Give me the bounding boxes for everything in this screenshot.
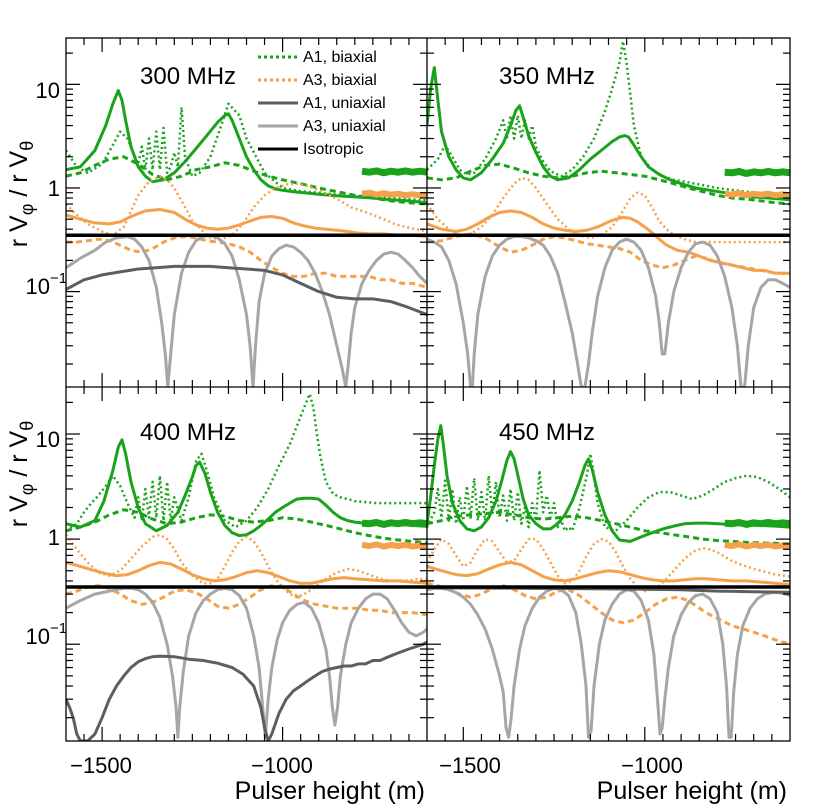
- y-tick-10-base: 10: [36, 78, 60, 103]
- series-a1-biaxial-dotted-p4: [427, 452, 790, 533]
- series-a3-biaxial-solid-p1: [66, 208, 427, 238]
- series-a1-biaxial-solid-p1: [66, 89, 427, 205]
- series-a3-biaxial-square-markers-p2: [724, 190, 790, 199]
- y-tick-label-top-0.1-exp: −1: [50, 270, 67, 287]
- y-tick-label-top-10: 10: [36, 78, 60, 103]
- y-tick-label-top-0.1: 10: [26, 274, 50, 299]
- series-a1-biaxial-dashed-p3: [66, 508, 427, 545]
- legend-entry-isotropic: Isotropic: [258, 141, 363, 158]
- series-a1-biaxial-stars-p1: [361, 167, 427, 177]
- x-tick-label-left--1000: −1000: [251, 753, 313, 778]
- legend-label-a1-biaxial: A1, biaxial: [303, 49, 377, 66]
- y-tick-label-bottom-0.1: 10: [26, 624, 50, 649]
- y-title-slash: / r V: [5, 150, 33, 203]
- series-a3-biaxial-square-markers-p3: [361, 541, 427, 550]
- series-a3-biaxial-dashed-p4: [427, 581, 790, 646]
- panel-400mhz-series: [66, 392, 427, 741]
- panel-450mhz: 450 MHz: [427, 419, 790, 739]
- panel-350mhz: 350 MHz: [427, 40, 790, 387]
- panel-350mhz-series: [427, 40, 790, 387]
- y-tick-0.1-base-b: 10: [26, 624, 50, 649]
- y-tick-1-base-b: 1: [48, 525, 60, 550]
- series-a3-biaxial-square-markers-p4: [724, 541, 790, 550]
- legend-entry-a1-uniaxial: A1, uniaxial: [258, 95, 386, 112]
- legend-entry-a1-biaxial: A1, biaxial: [258, 49, 377, 66]
- y-title-sub2: θ: [17, 141, 37, 151]
- legend-entry-a3-biaxial: A3, biaxial: [258, 72, 377, 89]
- y-tick-label-bottom-10: 10: [36, 427, 60, 452]
- panel-450mhz-label: 450 MHz: [499, 419, 595, 446]
- y-tick-1-base: 1: [48, 176, 60, 201]
- panel-300mhz-label: 300 MHz: [140, 63, 236, 90]
- series-a3-biaxial-dotted-p3: [66, 533, 427, 599]
- x-axis-title-right: Pulser height (m): [597, 777, 787, 805]
- x-tick-label-right--1500: −1500: [439, 753, 501, 778]
- y-tick-10-base-b: 10: [36, 427, 60, 452]
- y-tick-label-bottom-0.1-exp: −1: [50, 620, 67, 637]
- series-a3-biaxial-dashed-p3: [66, 584, 427, 617]
- y-tick-label-bottom-1: 1: [48, 525, 60, 550]
- y-tick-labels-top: 10 1 10 −1: [26, 78, 68, 299]
- x-tick-label-left--1500: −1500: [70, 753, 132, 778]
- series-a1-biaxial-solid-p3: [66, 438, 427, 538]
- y-title-sub1-b: φ: [17, 484, 37, 496]
- series-a3-biaxial-dashed-p1: [66, 235, 427, 289]
- y-tick-labels-bottom: 10 1 10 −1: [26, 427, 68, 649]
- series-a3-biaxial-dotted-p1: [66, 174, 427, 241]
- legend-label-a3-uniaxial: A3, uniaxial: [303, 118, 386, 135]
- y-axis-title-top: r Vφ / r Vθ: [5, 141, 37, 247]
- y-title-sub2-b: θ: [17, 421, 37, 431]
- series-a1-biaxial-dotted-p2: [427, 40, 790, 200]
- series-a3-uniaxial-p1: [66, 233, 427, 387]
- x-axis-title-left: Pulser height (m): [235, 777, 425, 805]
- panel-350mhz-label: 350 MHz: [499, 63, 595, 90]
- legend-label-isotropic: Isotropic: [303, 141, 363, 158]
- x-tick-label-right--1000: −1000: [621, 753, 683, 778]
- x-tick-labels: −1500 −1000 −1500 −1000: [70, 753, 683, 778]
- outer-frame: [65, 37, 791, 742]
- series-a3-uniaxial-p2: [427, 235, 790, 387]
- panel-300mhz-series: [66, 89, 427, 387]
- panel-frames: [65, 37, 791, 742]
- axis-ticks: [66, 38, 790, 741]
- series-a3-biaxial-solid-p2: [427, 209, 790, 275]
- series-a1-uniaxial-p1: [66, 264, 427, 316]
- series-a1-biaxial-dotted-p3: [66, 392, 427, 532]
- y-axis-title-bottom: r Vφ / r Vθ: [5, 421, 37, 527]
- legend: A1, biaxial A3, biaxial A1, uniaxial A3,…: [258, 49, 386, 158]
- y-title-r1-b: r V: [5, 495, 33, 527]
- panel-300mhz: 300 MHz: [66, 63, 427, 387]
- series-a3-uniaxial-p4: [427, 586, 790, 739]
- series-a3-biaxial-square-markers-p1: [361, 189, 427, 199]
- series-a1-biaxial-solid-p2: [427, 66, 790, 202]
- series-a3-biaxial-dashed-p2: [427, 232, 790, 275]
- panel-450mhz-series: [427, 424, 790, 739]
- y-tick-label-top-1: 1: [48, 176, 60, 201]
- y-title-sub1: φ: [17, 204, 37, 216]
- panel-400mhz: 400 MHz: [66, 392, 427, 741]
- series-a1-biaxial-solid-p4: [427, 424, 790, 543]
- series-a3-biaxial-dotted-p4: [427, 537, 790, 593]
- series-a3-biaxial-dotted-p2: [427, 176, 790, 244]
- series-a1-biaxial-stars-p3: [361, 519, 427, 528]
- series-a1-biaxial-stars-p4: [724, 519, 790, 528]
- y-title-r1: r V: [5, 215, 33, 247]
- legend-label-a3-biaxial: A3, biaxial: [303, 72, 377, 89]
- series-a1-uniaxial-p3: [66, 640, 427, 741]
- y-tick-0.1-base: 10: [26, 274, 50, 299]
- series-a3-biaxial-solid-p4: [427, 560, 790, 586]
- series-a1-biaxial-stars-p2: [724, 168, 790, 177]
- panel-400mhz-label: 400 MHz: [140, 419, 236, 446]
- legend-entry-a3-uniaxial: A3, uniaxial: [258, 118, 386, 135]
- series-a3-biaxial-solid-p3: [66, 560, 427, 585]
- series-a3-uniaxial-p3: [66, 586, 427, 739]
- legend-label-a1-uniaxial: A1, uniaxial: [303, 95, 386, 112]
- y-title-slash-b: / r V: [5, 430, 33, 483]
